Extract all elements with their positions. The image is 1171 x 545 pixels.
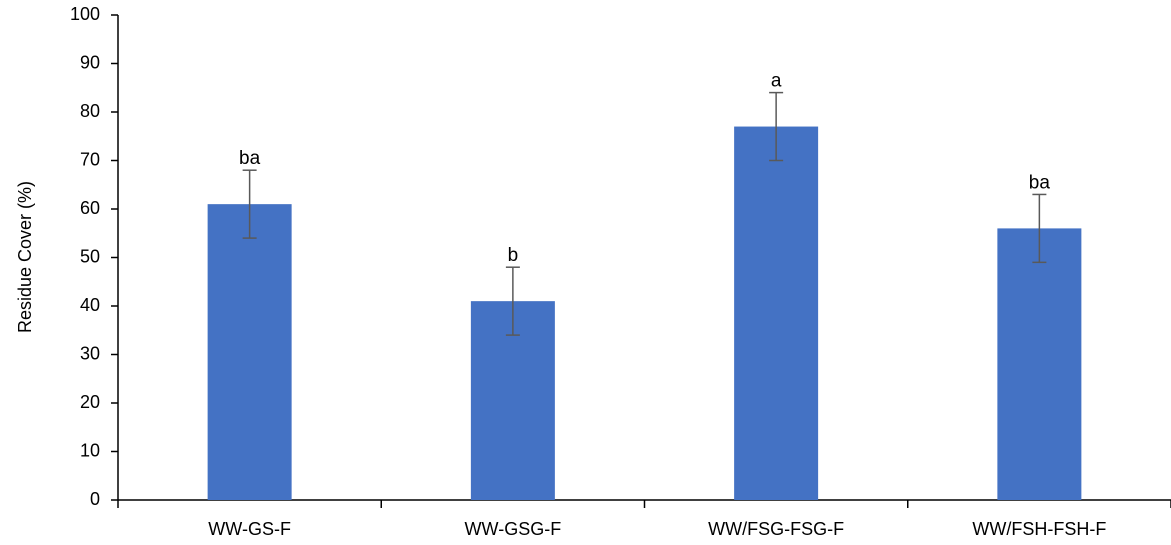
y-tick-label: 40 (80, 295, 100, 315)
y-tick-label: 10 (80, 440, 100, 460)
category-labels: WW-GS-F WW-GSG-F WW/FSG-FSG-F WW/FSH-FSH-F (208, 519, 1106, 539)
y-tick-label: 30 (80, 343, 100, 363)
significance-letter: ba (239, 148, 261, 169)
bar (997, 228, 1082, 500)
significance-letter: a (771, 71, 782, 92)
y-tick-label: 70 (80, 149, 100, 169)
bar (734, 126, 819, 501)
y-tick-label: 0 (90, 489, 100, 509)
y-tick-label: 80 (80, 101, 100, 121)
bars (207, 126, 1082, 501)
y-axis-title: Residue Cover (%) (15, 181, 35, 333)
significance-letter: ba (1029, 172, 1051, 193)
y-tick-label: 50 (80, 246, 100, 266)
category-label: WW/FSG-FSG-F (708, 519, 844, 539)
category-label: WW/FSH-FSH-F (972, 519, 1106, 539)
error-bars (242, 91, 1047, 336)
y-tick-label: 20 (80, 392, 100, 412)
bar (207, 204, 292, 500)
y-tick-label: 90 (80, 52, 100, 72)
y-tick-label: 60 (80, 198, 100, 218)
significance-letter: b (508, 245, 519, 266)
category-label: WW-GSG-F (465, 519, 562, 539)
y-axis-ticks: 0 10 20 30 40 50 60 70 80 90 100 (70, 4, 118, 509)
y-tick-label: 100 (70, 4, 100, 24)
x-axis-ticks (117, 500, 1171, 508)
category-label: WW-GS-F (208, 519, 291, 539)
